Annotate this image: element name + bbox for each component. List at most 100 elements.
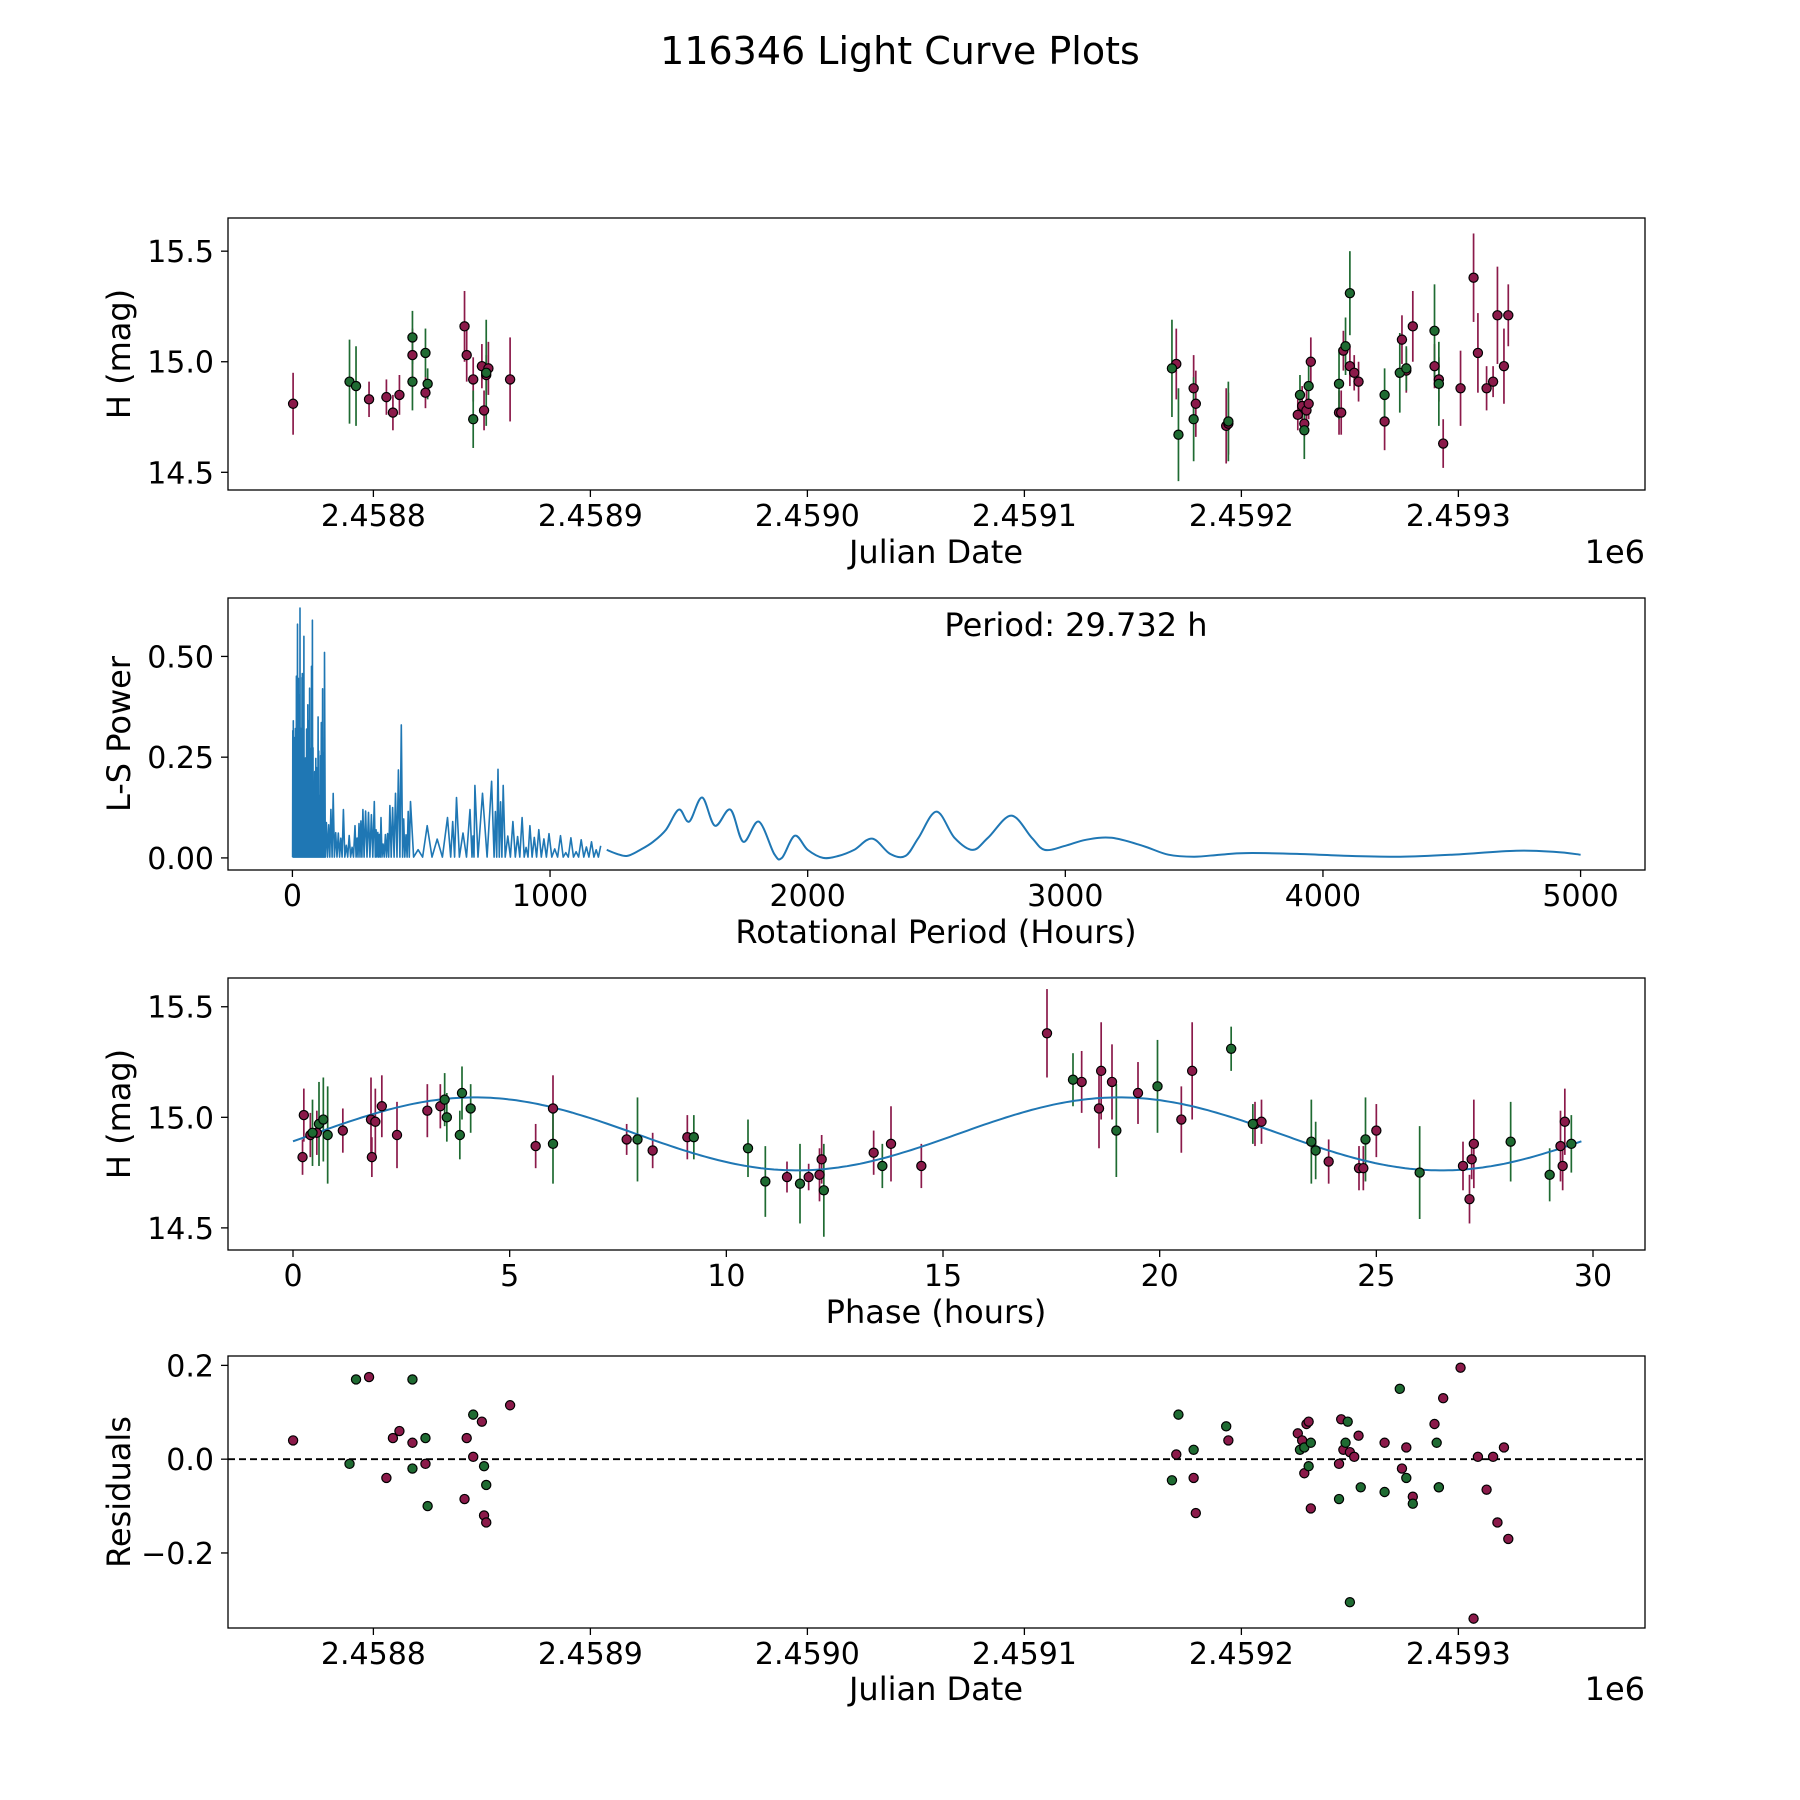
phase-ticks: 0 5 10 15 20 25 30 14.5 15.0 15.5 <box>147 991 1612 1294</box>
lightcurve-point-magenta <box>1503 310 1514 321</box>
residuals-point-magenta <box>363 1371 375 1383</box>
phase-point-green <box>439 1094 450 1105</box>
lightcurve-point-green <box>1166 363 1178 374</box>
lightcurve-point-magenta <box>1437 438 1449 449</box>
phase-point-magenta <box>391 1129 403 1141</box>
phase-xtick-label: 10 <box>707 1259 745 1294</box>
lightcurve-point-green <box>1294 389 1306 401</box>
periodogram-ytick-label: 0.25 <box>147 741 214 776</box>
phase-point-magenta <box>1256 1116 1267 1127</box>
lightcurve-point-magenta <box>1455 383 1466 394</box>
phase-ytick-label: 15.5 <box>147 991 214 1026</box>
phase-point-green <box>1414 1167 1425 1178</box>
residuals-ytick-label: 0.0 <box>166 1443 214 1478</box>
lightcurve-point-magenta <box>1379 416 1390 427</box>
residuals-point-magenta <box>1429 1418 1440 1430</box>
residuals-point-green <box>407 1463 418 1474</box>
lightcurve-point-green <box>1344 287 1356 299</box>
phase-point-green <box>1067 1074 1079 1085</box>
periodogram-xtick-label: 1000 <box>512 879 588 914</box>
phase-ytick-label: 14.5 <box>147 1212 214 1247</box>
phase-point-magenta <box>868 1147 879 1158</box>
lightcurve-panel: 2.4588 2.4589 2.4590 2.4591 2.4592 2.4593 14.5… <box>100 217 1646 571</box>
phase-point-green <box>1225 1043 1237 1054</box>
lightcurve-xtick-label: 2.4591 <box>972 499 1077 534</box>
phase-axes-frame <box>227 977 1646 1251</box>
phase-point-green <box>877 1160 888 1172</box>
residuals-point-green <box>1344 1597 1356 1608</box>
phase-point-magenta <box>366 1151 378 1163</box>
lightcurve-point-magenta <box>381 391 392 403</box>
residuals-point-green <box>1394 1383 1405 1395</box>
phase-xtick-label: 15 <box>924 1259 962 1294</box>
residuals-point-magenta <box>1487 1451 1499 1463</box>
lightcurve-point-magenta <box>1429 360 1440 372</box>
lightcurve-xtick-label: 2.4592 <box>1189 499 1294 534</box>
residuals-point-green <box>1303 1461 1314 1472</box>
lightcurve-point-magenta <box>1190 398 1202 409</box>
phase-point-green <box>547 1138 559 1150</box>
phase-point-magenta <box>885 1138 897 1150</box>
periodogram-xlabel: Rotational Period (Hours) <box>735 913 1136 951</box>
phase-point-green <box>456 1087 468 1099</box>
phase-point-magenta <box>1095 1065 1107 1077</box>
lightcurve-xlabel: Julian Date <box>847 533 1023 571</box>
residuals-ytick-label: 0.2 <box>166 1349 214 1384</box>
periodogram-ytick-label: 0.00 <box>147 842 214 877</box>
lightcurve-point-magenta <box>1188 383 1199 394</box>
lightcurve-point-green <box>1333 378 1345 390</box>
residuals-point-magenta <box>1303 1416 1314 1427</box>
lightcurve-point-magenta <box>461 349 472 361</box>
phase-point-magenta <box>1464 1193 1475 1205</box>
lightcurve-point-magenta <box>1396 334 1408 345</box>
residuals-point-magenta <box>1503 1533 1514 1545</box>
phase-point-magenta <box>370 1116 381 1127</box>
residuals-point-magenta <box>1190 1507 1202 1519</box>
residuals-ticks: 2.4588 2.4589 2.4590 2.4591 2.4592 2.4593 −0.2… <box>141 1349 1511 1672</box>
phase-point-magenta <box>814 1169 825 1181</box>
phase-point-green <box>794 1178 806 1189</box>
residuals-point-magenta <box>1481 1484 1492 1495</box>
phase-point-green <box>1247 1118 1259 1130</box>
residuals-point-green <box>1379 1486 1390 1498</box>
phase-point-magenta <box>621 1134 632 1145</box>
phase-point-green <box>307 1127 318 1138</box>
lightcurve-plot-area <box>287 233 1514 482</box>
periodogram-line <box>606 796 1581 861</box>
residuals-offset-text: 1e6 <box>1585 1670 1645 1708</box>
residuals-point-magenta <box>420 1458 431 1470</box>
lightcurve-point-green <box>350 380 362 392</box>
phase-ytick-label: 15.0 <box>147 1101 214 1136</box>
phase-point-magenta <box>647 1145 658 1156</box>
phase-point-green <box>1111 1125 1122 1136</box>
residuals-point-magenta <box>1498 1442 1510 1453</box>
residuals-point-magenta <box>1188 1472 1199 1484</box>
phase-point-magenta <box>803 1171 814 1183</box>
phase-point-magenta <box>1468 1138 1480 1150</box>
residuals-xtick-label: 2.4590 <box>755 1637 860 1672</box>
residuals-point-green <box>422 1500 433 1512</box>
periodogram-annotation: Period: 29.732 h <box>944 606 1207 644</box>
residuals-point-magenta <box>1396 1463 1408 1474</box>
periodogram-panel: 0 1000 2000 3000 4000 5000 0.00 0.25 0.50 Period… <box>100 597 1646 951</box>
phase-point-magenta <box>337 1125 349 1136</box>
residuals-point-magenta <box>387 1432 399 1444</box>
lightcurve-point-magenta <box>1305 356 1317 367</box>
lightcurve-point-green <box>1303 380 1314 392</box>
lightcurve-point-green <box>1173 429 1184 440</box>
residuals-point-green <box>1355 1482 1366 1493</box>
lightcurve-xtick-label: 2.4590 <box>755 499 860 534</box>
periodogram-ticks: 0 1000 2000 3000 4000 5000 0.00 0.25 0.50 <box>147 640 1619 914</box>
lightcurve-point-magenta <box>1487 376 1499 387</box>
residuals-xtick-label: 2.4593 <box>1406 1637 1511 1672</box>
phase-point-green <box>1544 1169 1555 1181</box>
lightcurve-ytick-label: 14.5 <box>147 456 214 491</box>
phase-point-magenta <box>1323 1156 1334 1167</box>
phase-xtick-label: 25 <box>1357 1259 1395 1294</box>
residuals-point-magenta <box>1379 1437 1390 1448</box>
lightcurve-point-green <box>468 414 479 425</box>
lightcurve-point-magenta <box>1353 376 1364 387</box>
phase-point-green <box>1566 1138 1577 1150</box>
residuals-point-green <box>350 1374 362 1385</box>
